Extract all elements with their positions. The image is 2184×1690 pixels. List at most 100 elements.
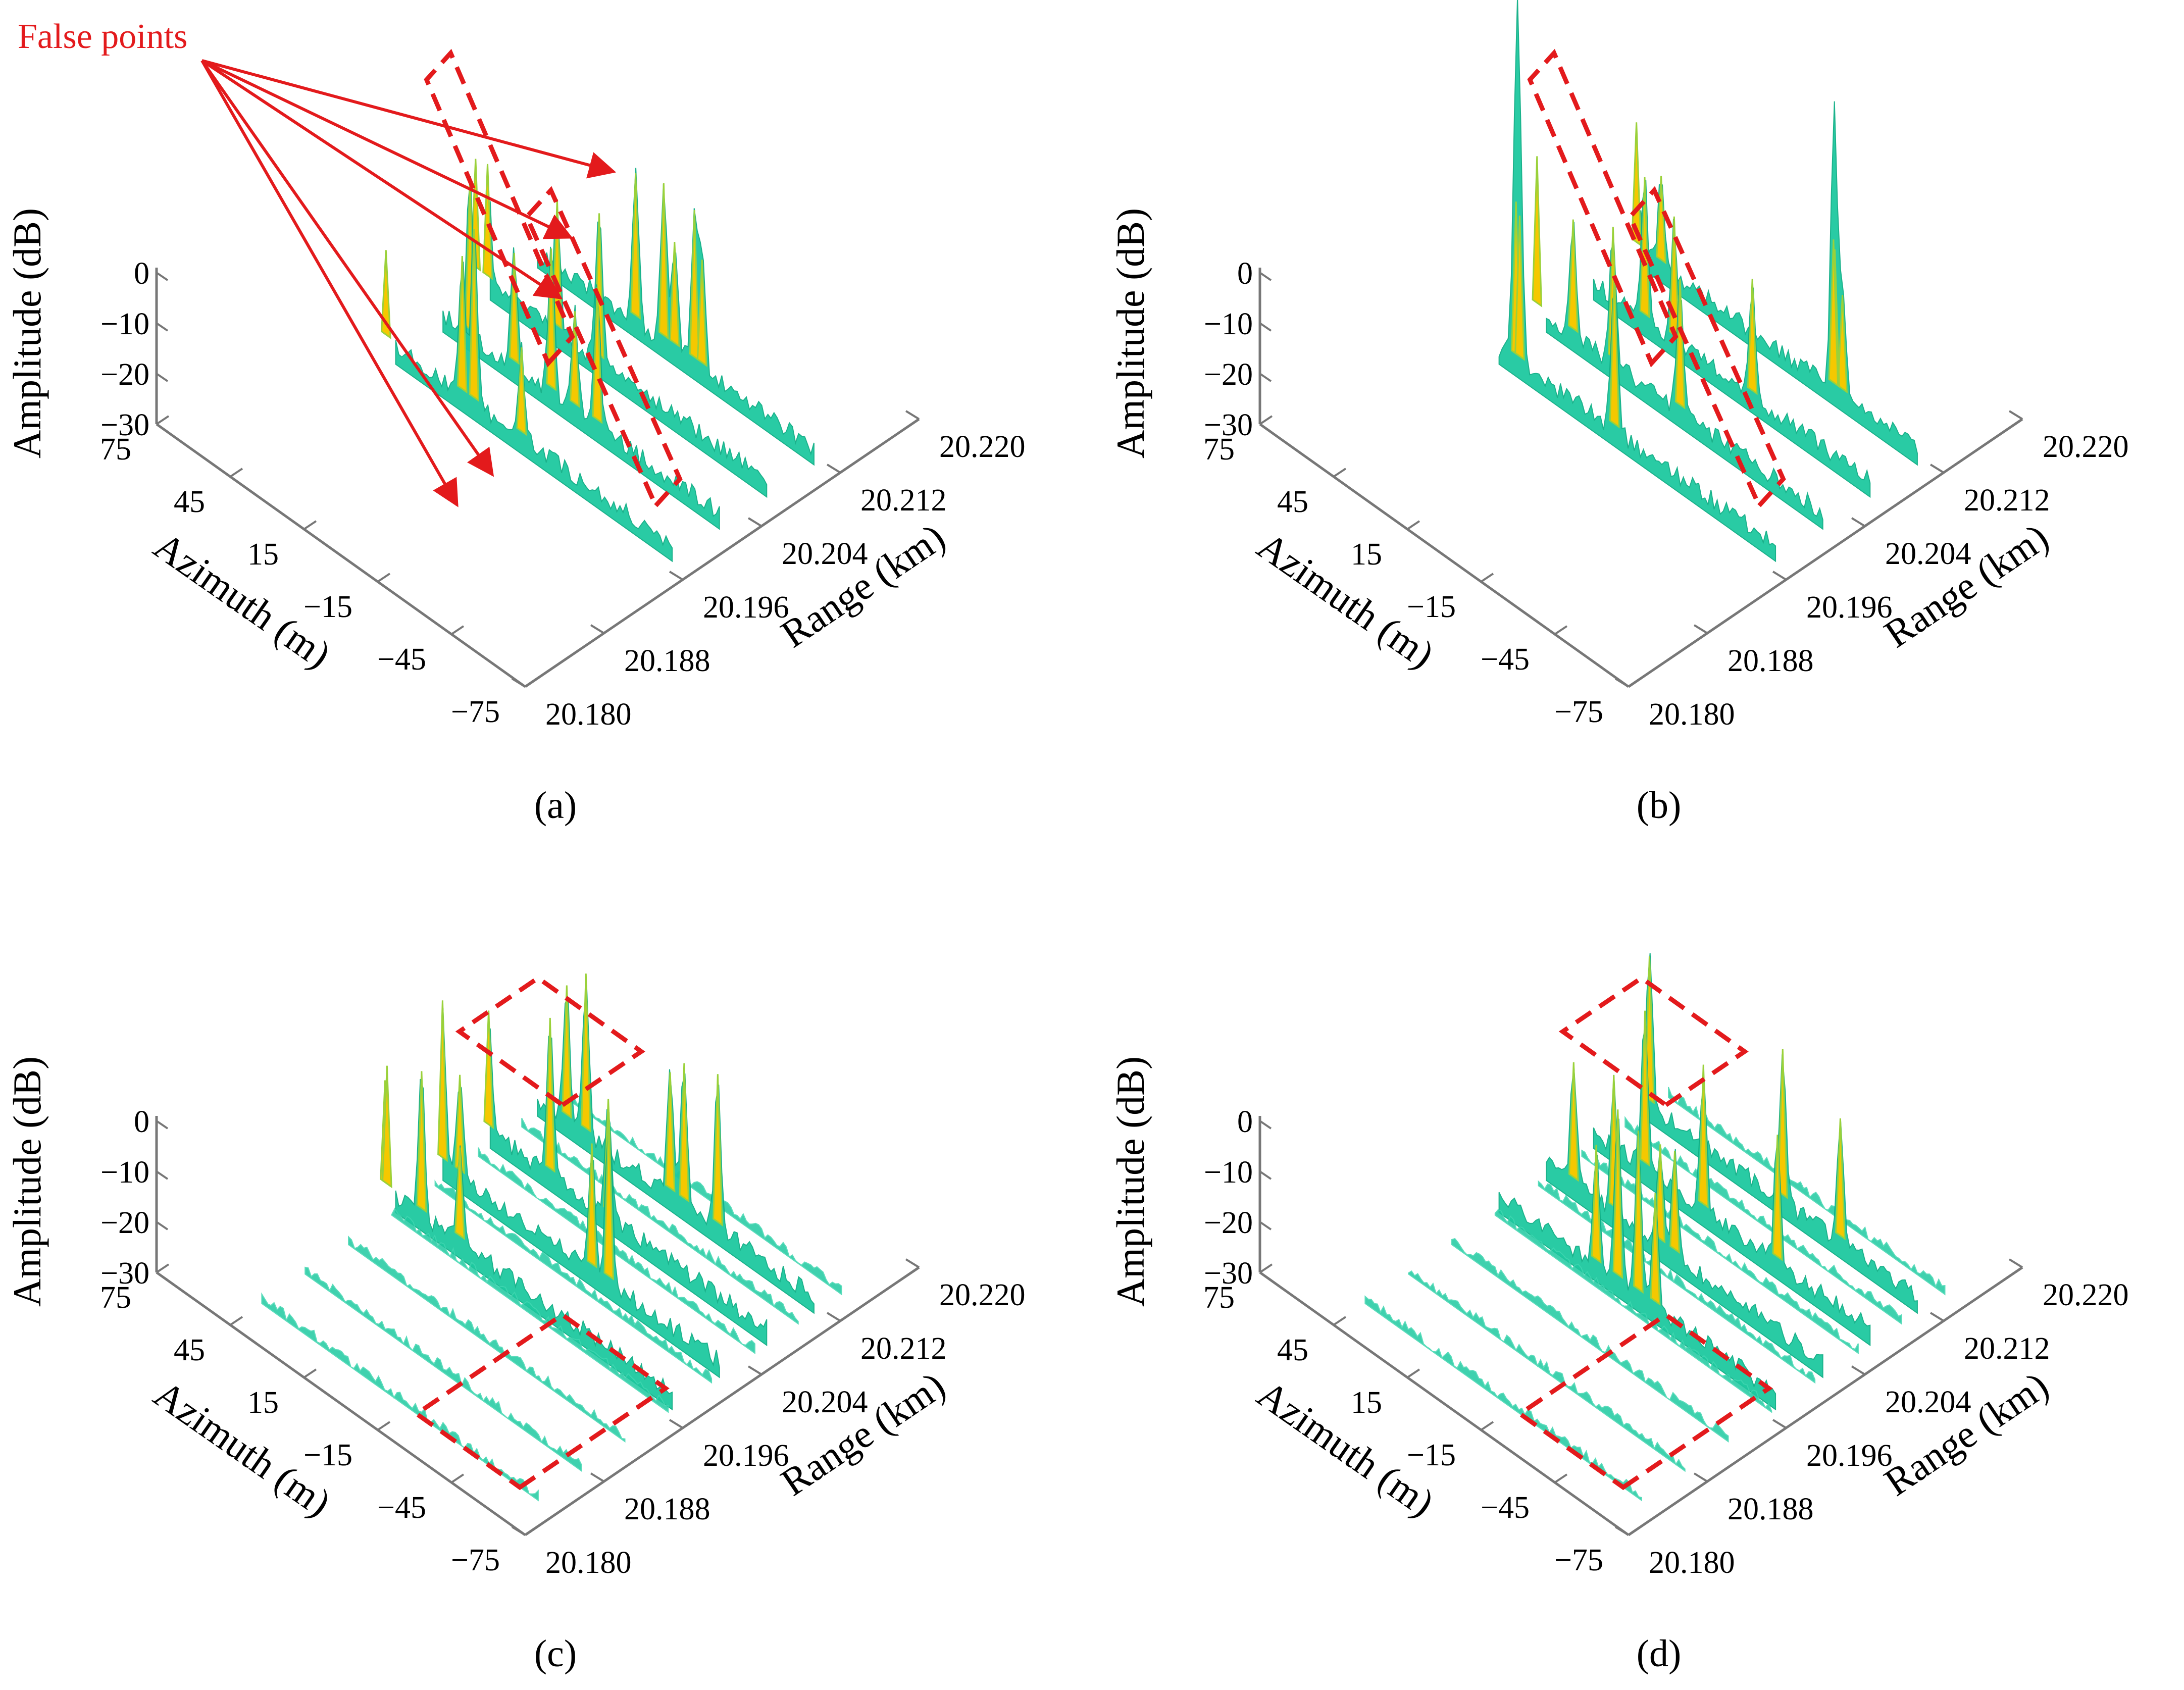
range-axis-line bbox=[524, 1266, 920, 1537]
range-tick-mark bbox=[1929, 464, 1945, 474]
azimuth-tick-mark bbox=[1554, 625, 1568, 635]
azimuth-tick-label: −15 bbox=[303, 1438, 352, 1472]
z-tick-mark bbox=[1259, 322, 1272, 332]
azimuth-tick-label: −75 bbox=[451, 695, 500, 729]
azimuth-axis-line bbox=[1259, 423, 1630, 688]
azimuth-tick-label: 45 bbox=[174, 485, 205, 519]
range-tick-mark bbox=[1772, 571, 1787, 581]
highlight-box bbox=[1627, 186, 1786, 510]
range-tick-label: 20.204 bbox=[1885, 537, 1971, 571]
range-tick-label: 20.220 bbox=[939, 1278, 1026, 1312]
range-tick-label: 20.212 bbox=[1964, 483, 2050, 518]
surface-peak bbox=[483, 1010, 494, 1130]
range-tick-mark bbox=[590, 1472, 605, 1482]
range-tick-mark bbox=[2008, 1258, 2023, 1268]
range-tick-label: 20.196 bbox=[703, 1439, 789, 1473]
surface-peak bbox=[696, 260, 707, 367]
z-tick-mark bbox=[156, 1271, 169, 1281]
azimuth-tick-label: 45 bbox=[1277, 485, 1308, 519]
surface-peak bbox=[592, 287, 603, 424]
surface-row bbox=[521, 1118, 799, 1325]
z-tick-mark bbox=[156, 373, 169, 382]
surface-row bbox=[1581, 1149, 1859, 1355]
range-tick-label: 20.180 bbox=[1649, 1546, 1735, 1580]
range-axis-line bbox=[524, 418, 920, 688]
range-tick-mark bbox=[1851, 517, 1866, 527]
z-tick-mark bbox=[156, 1120, 169, 1130]
surface-peak bbox=[1656, 176, 1666, 265]
surface-peak bbox=[1650, 1193, 1661, 1306]
range-tick-mark bbox=[1851, 1365, 1866, 1375]
range-axis-label: Range (km) bbox=[1876, 1363, 2056, 1504]
z-tick-label: −10 bbox=[1204, 1155, 1253, 1190]
z-tick-label: −20 bbox=[100, 1206, 149, 1240]
z-tick-mark bbox=[1259, 1271, 1272, 1281]
z-tick-label: 0 bbox=[134, 1105, 149, 1139]
z-tick-mark bbox=[156, 423, 169, 433]
surface-row bbox=[1593, 180, 1871, 498]
surface-row bbox=[1624, 1116, 1902, 1325]
range-tick-mark bbox=[905, 1258, 920, 1268]
range-tick-label: 20.204 bbox=[782, 537, 868, 571]
azimuth-tick-mark bbox=[156, 1263, 170, 1273]
azimuth-tick-mark bbox=[1406, 1368, 1420, 1378]
range-tick-label: 20.212 bbox=[860, 483, 947, 518]
range-tick-label: 20.220 bbox=[939, 430, 1026, 464]
azimuth-tick-label: 75 bbox=[100, 432, 131, 467]
azimuth-tick-mark bbox=[1259, 1263, 1273, 1273]
range-axis-label: Range (km) bbox=[773, 515, 953, 656]
surface-peak bbox=[454, 1147, 465, 1241]
range-axis-line bbox=[1628, 1266, 2023, 1537]
surface-peak bbox=[1639, 177, 1650, 319]
surface-row bbox=[391, 1207, 669, 1413]
range-tick-mark bbox=[590, 624, 605, 634]
surface-group bbox=[261, 974, 842, 1502]
azimuth-tick-mark bbox=[524, 1526, 538, 1536]
range-tick-mark bbox=[905, 410, 920, 420]
range-tick-label: 20.220 bbox=[2043, 1278, 2129, 1312]
azimuth-tick-mark bbox=[229, 468, 243, 478]
azimuth-tick-label: −45 bbox=[377, 642, 426, 677]
z-tick-label: −20 bbox=[100, 357, 149, 392]
surface-row bbox=[348, 1235, 626, 1443]
z-tick-label: −10 bbox=[1204, 307, 1253, 341]
surface-peak bbox=[581, 974, 591, 1133]
range-tick-mark bbox=[1693, 1472, 1708, 1482]
azimuth-tick-label: −15 bbox=[1407, 1438, 1456, 1472]
surface-peak bbox=[630, 173, 641, 320]
range-tick-mark bbox=[826, 464, 841, 474]
surface-peak bbox=[679, 1063, 690, 1203]
azimuth-tick-label: −15 bbox=[1407, 590, 1456, 624]
surface-peak bbox=[1532, 156, 1543, 308]
surface-peak bbox=[665, 1072, 676, 1193]
z-tick-mark bbox=[156, 322, 169, 332]
range-tick-mark bbox=[1693, 624, 1708, 634]
surface-peak bbox=[1640, 1010, 1650, 1167]
range-tick-label: 20.188 bbox=[624, 1492, 710, 1526]
false-point-arrow bbox=[201, 59, 573, 239]
surface-peak bbox=[569, 311, 580, 408]
surface-row bbox=[489, 1028, 768, 1347]
highlight-box bbox=[524, 186, 683, 510]
range-tick-mark bbox=[669, 1419, 684, 1429]
surface-peak bbox=[1835, 1118, 1846, 1241]
azimuth-tick-label: 75 bbox=[1203, 432, 1235, 467]
range-tick-label: 20.180 bbox=[545, 1546, 632, 1580]
surface-peak bbox=[669, 242, 680, 348]
z-tick-label: 0 bbox=[1237, 1105, 1253, 1139]
azimuth-tick-mark bbox=[1480, 1421, 1494, 1431]
highlight-box bbox=[413, 1312, 670, 1491]
surface-peak bbox=[469, 229, 480, 402]
surface-peak bbox=[516, 347, 527, 436]
z-axis-label: Amplitude (dB) bbox=[5, 208, 49, 458]
panel-label: (c) bbox=[534, 1632, 577, 1675]
z-tick-label: −10 bbox=[100, 1155, 149, 1190]
surface-row bbox=[1451, 1238, 1729, 1443]
surface-peak bbox=[1747, 279, 1758, 395]
z-tick-mark bbox=[1259, 423, 1272, 433]
surface-row bbox=[1408, 1270, 1686, 1472]
z-tick-mark bbox=[156, 1170, 169, 1180]
